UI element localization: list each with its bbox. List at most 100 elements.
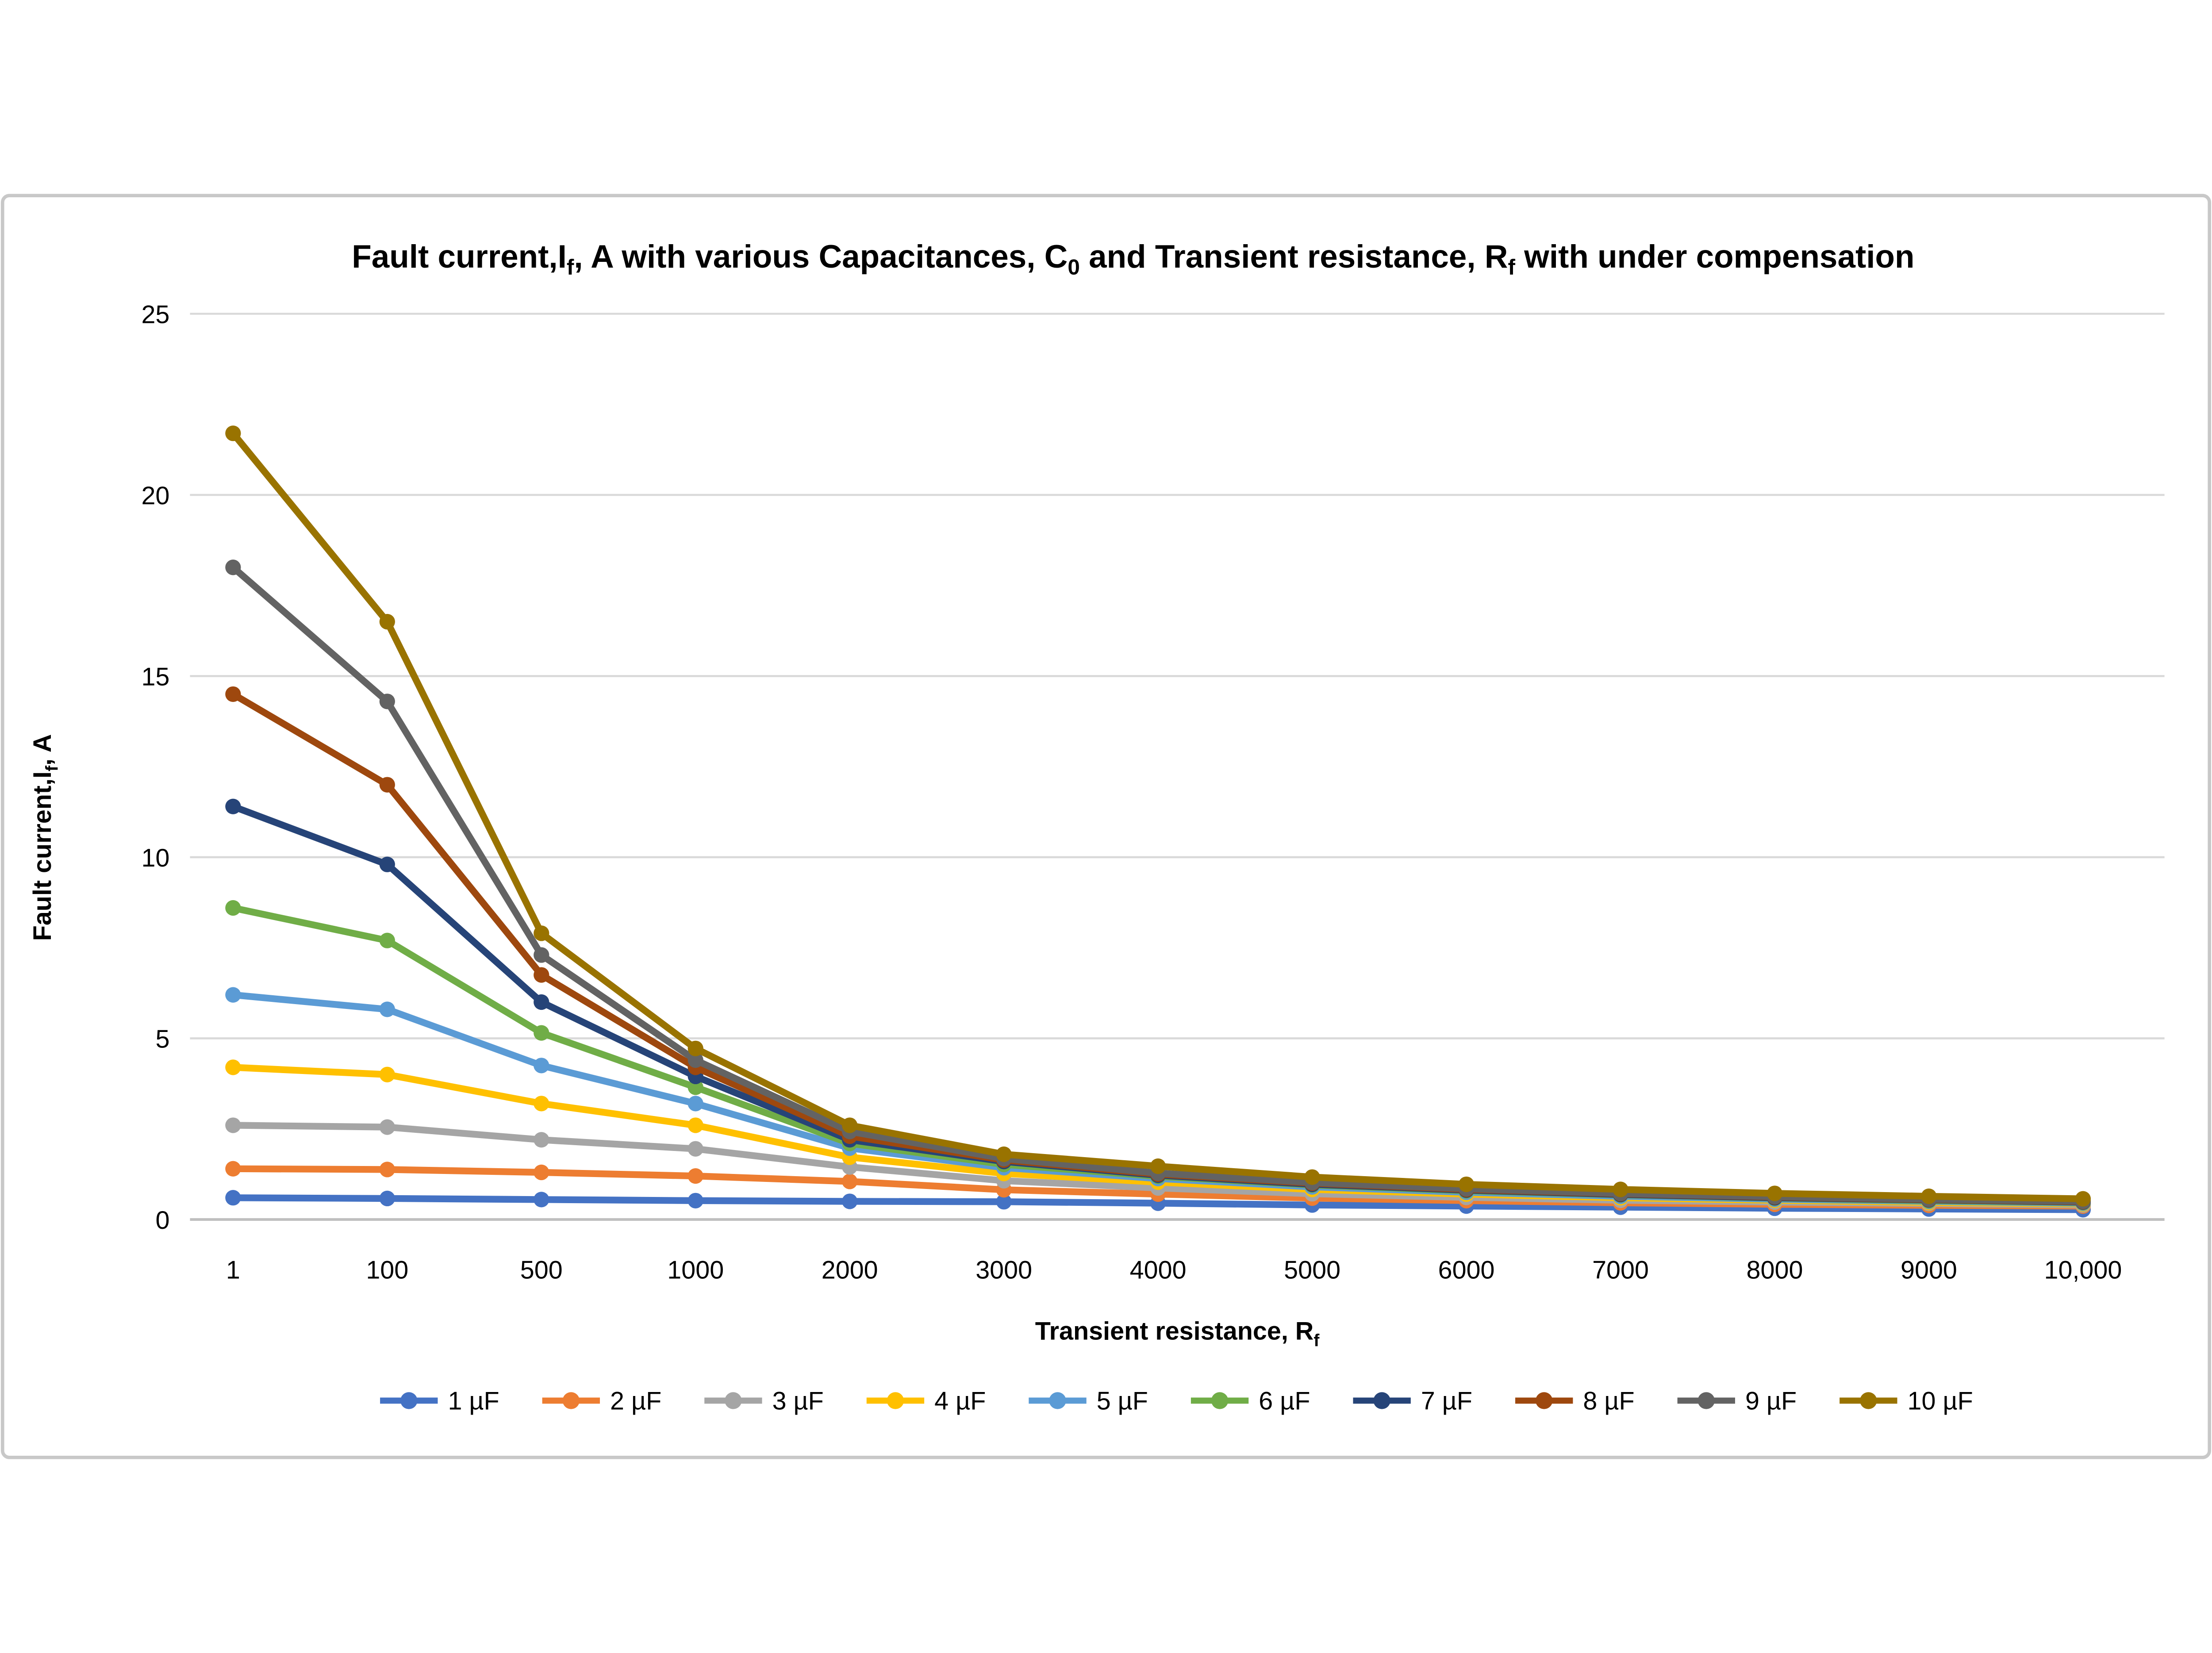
legend-label: 5 µF	[1097, 1387, 1148, 1415]
data-point-10µF-x3000	[996, 1146, 1012, 1162]
data-point-10µF-x500	[534, 925, 549, 941]
legend-label: 6 µF	[1259, 1387, 1310, 1415]
data-point-3µF-x100	[379, 1119, 395, 1135]
x-tick-label-4000: 4000	[1130, 1256, 1187, 1284]
chart-border	[0, 194, 2212, 1459]
data-point-1µF-x500	[534, 1192, 549, 1208]
x-tick-label-1000: 1000	[667, 1256, 724, 1284]
x-tick-label-500: 500	[520, 1256, 563, 1284]
data-point-10µF-x8000	[1767, 1185, 1783, 1201]
data-point-7µF-x100	[379, 856, 395, 872]
data-point-3µF-x500	[534, 1132, 549, 1148]
legend-label: 2 µF	[610, 1387, 661, 1415]
subscript-run: f	[1508, 255, 1515, 279]
data-point-1µF-x100	[379, 1190, 395, 1207]
series-layer	[225, 426, 2091, 1218]
text-run: with under compensation	[1515, 239, 1915, 275]
legend-item-6µF[interactable]: 6 µF	[1190, 1387, 1310, 1415]
legend-marker-icon	[1049, 1392, 1066, 1409]
subscript-run: f	[42, 765, 61, 771]
subscript-run: 0	[1068, 255, 1080, 279]
legend-item-9µF[interactable]: 9 µF	[1677, 1387, 1797, 1415]
legend-marker-icon	[1373, 1392, 1390, 1409]
data-point-5µF-x1	[225, 987, 241, 1003]
legend-marker-icon	[1697, 1392, 1715, 1409]
data-point-2µF-x1	[225, 1161, 241, 1177]
x-tick-label-7000: 7000	[1592, 1256, 1649, 1284]
legend-item-10µF[interactable]: 10 µF	[1839, 1387, 1973, 1415]
series-10µF	[225, 426, 2091, 1207]
y-tick-label-15: 15	[141, 663, 169, 691]
y-tick-label-5: 5	[155, 1025, 169, 1054]
y-tick-label-10: 10	[141, 844, 169, 872]
y-tick-label-25: 25	[141, 300, 169, 329]
y-axis-title: Fault current,If, A	[28, 734, 61, 941]
legend-item-1µF[interactable]: 1 µF	[380, 1387, 499, 1415]
legend-marker-icon	[1860, 1392, 1877, 1409]
data-point-6µF-x100	[379, 932, 395, 948]
legend-item-4µF[interactable]: 4 µF	[866, 1387, 986, 1415]
x-tick-label-1: 1	[226, 1256, 240, 1284]
x-tick-label-3000: 3000	[975, 1256, 1032, 1284]
data-point-8µF-x1	[225, 686, 241, 702]
data-point-9µF-x500	[534, 947, 549, 963]
data-point-1µF-x1000	[687, 1193, 703, 1208]
data-point-5µF-x100	[379, 1001, 395, 1017]
data-point-7µF-x500	[534, 994, 549, 1010]
data-point-5µF-x1000	[687, 1096, 703, 1112]
legend: 1 µF 2 µF 3 µF 4 µF 5 µF 6 µF 7 µF 8 µF 9 µF 10 µ…	[380, 1387, 1973, 1415]
data-point-2µF-x500	[534, 1164, 549, 1181]
legend-item-8µF[interactable]: 8 µF	[1515, 1387, 1635, 1415]
legend-label: 8 µF	[1583, 1387, 1634, 1415]
subscript-run: f	[567, 255, 574, 279]
data-point-2µF-x1000	[687, 1168, 703, 1184]
data-point-10µF-x6000	[1458, 1176, 1475, 1193]
data-point-1µF-x3000	[996, 1194, 1012, 1210]
legend-item-7µF[interactable]: 7 µF	[1353, 1387, 1472, 1415]
y-tick-label-20: 20	[141, 482, 169, 510]
legend-item-2µF[interactable]: 2 µF	[542, 1387, 662, 1415]
legend-marker-icon	[400, 1392, 418, 1409]
legend-item-5µF[interactable]: 5 µF	[1029, 1387, 1148, 1415]
legend-label: 4 µF	[934, 1387, 986, 1415]
data-point-1µF-x2000	[842, 1193, 858, 1209]
legend-marker-icon	[887, 1392, 904, 1409]
data-point-3µF-x1	[225, 1117, 241, 1133]
data-point-9µF-x1000	[687, 1052, 703, 1068]
data-point-10µF-x10,000	[2075, 1191, 2091, 1207]
x-tick-label-6000: 6000	[1438, 1256, 1495, 1284]
legend-label: 9 µF	[1745, 1387, 1797, 1415]
text-run: Transient resistance, R	[1035, 1317, 1314, 1345]
data-point-6µF-x1	[225, 900, 241, 916]
data-point-9µF-x1	[225, 560, 241, 575]
data-point-6µF-x500	[534, 1025, 549, 1041]
text-run: and Transient resistance, R	[1080, 239, 1508, 275]
legend-item-3µF[interactable]: 3 µF	[704, 1387, 824, 1415]
legend-label: 3 µF	[772, 1387, 824, 1415]
data-point-8µF-x100	[379, 777, 395, 793]
legend-label: 7 µF	[1421, 1387, 1472, 1415]
data-point-10µF-x100	[379, 614, 395, 630]
text-run: Fault current,I	[352, 239, 567, 275]
data-point-1µF-x1	[225, 1190, 241, 1206]
x-axis-tick-labels: 1 100 500 1000 2000 3000 4000 5000 6000 7000 8000 9…	[226, 1256, 2122, 1284]
text-run: Fault current,I	[28, 771, 57, 941]
x-tick-label-5000: 5000	[1284, 1256, 1340, 1284]
legend-label: 10 µF	[1908, 1387, 1973, 1415]
x-tick-label-2000: 2000	[822, 1256, 878, 1284]
data-point-4µF-x500	[534, 1096, 549, 1112]
data-point-10µF-x4000	[1150, 1158, 1166, 1174]
legend-label: 1 µF	[448, 1387, 499, 1415]
legend-marker-icon	[1536, 1392, 1553, 1409]
data-point-4µF-x1000	[687, 1117, 703, 1133]
y-tick-label-0: 0	[155, 1206, 169, 1235]
data-point-3µF-x1000	[687, 1141, 703, 1157]
data-point-6µF-x1000	[687, 1079, 703, 1095]
gridlines	[190, 313, 2165, 1221]
chart-title: Fault current,If, A with various Capacit…	[352, 239, 1914, 279]
data-point-8µF-x500	[534, 967, 549, 983]
data-point-5µF-x500	[534, 1058, 549, 1074]
data-point-2µF-x2000	[842, 1174, 858, 1189]
